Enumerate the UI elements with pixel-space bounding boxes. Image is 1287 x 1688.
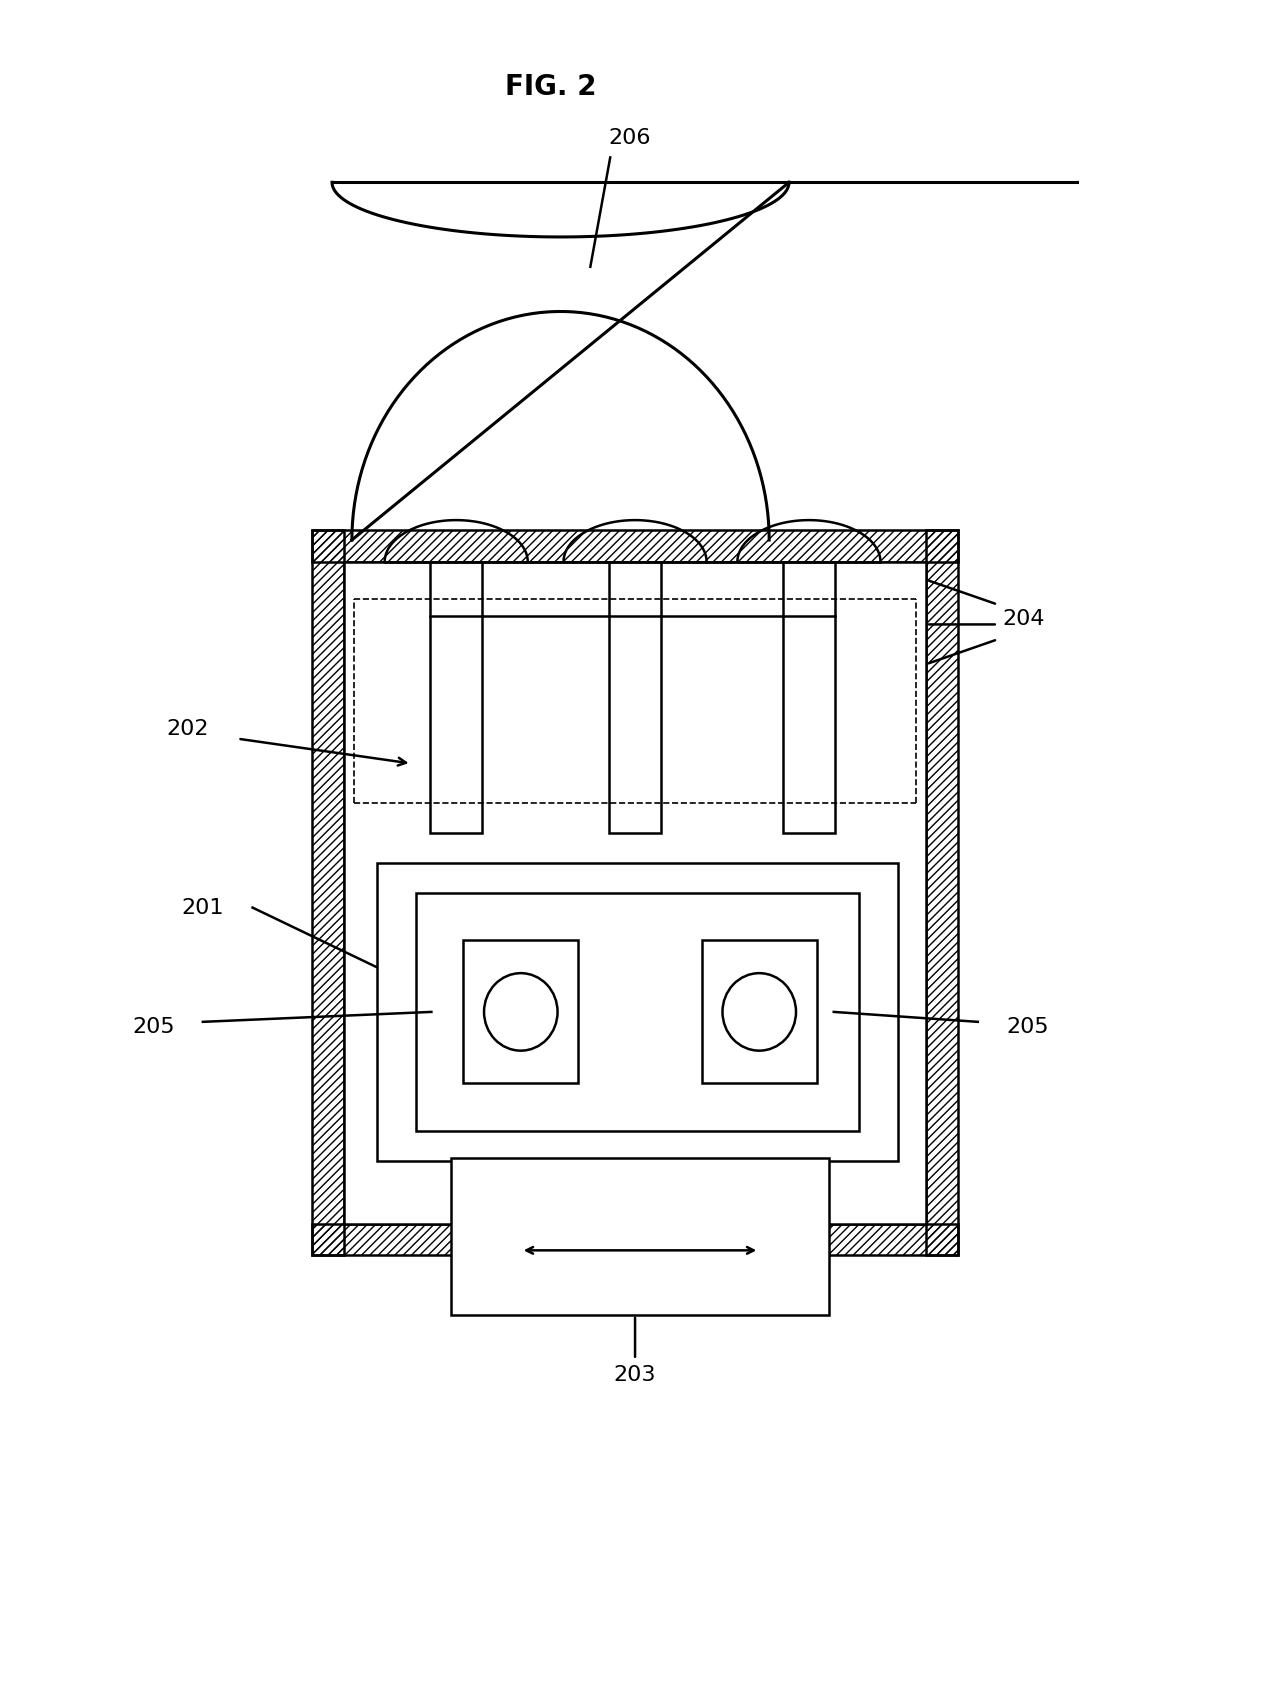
Text: FIG. 2: FIG. 2	[505, 73, 596, 101]
Bar	[463, 940, 578, 1084]
Bar	[782, 562, 835, 834]
Ellipse shape	[722, 974, 795, 1050]
Bar	[701, 940, 817, 1084]
Text: 201: 201	[181, 898, 224, 918]
Text: 206: 206	[609, 128, 651, 147]
Bar	[377, 863, 898, 1161]
Text: 204: 204	[1003, 609, 1045, 630]
Bar	[313, 1224, 958, 1256]
Bar	[313, 530, 958, 562]
Bar	[927, 530, 958, 1256]
Text: 203: 203	[614, 1364, 656, 1384]
Bar	[452, 1158, 829, 1315]
Text: 205: 205	[131, 1016, 175, 1036]
Bar	[313, 530, 344, 1256]
Bar	[430, 562, 483, 834]
Bar	[344, 562, 927, 1224]
Bar	[417, 893, 858, 1131]
Ellipse shape	[484, 974, 557, 1050]
Text: 202: 202	[167, 719, 210, 739]
Text: 205: 205	[1006, 1016, 1049, 1036]
Bar	[609, 562, 662, 834]
